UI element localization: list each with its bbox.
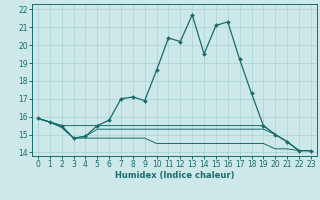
X-axis label: Humidex (Indice chaleur): Humidex (Indice chaleur) (115, 171, 234, 180)
